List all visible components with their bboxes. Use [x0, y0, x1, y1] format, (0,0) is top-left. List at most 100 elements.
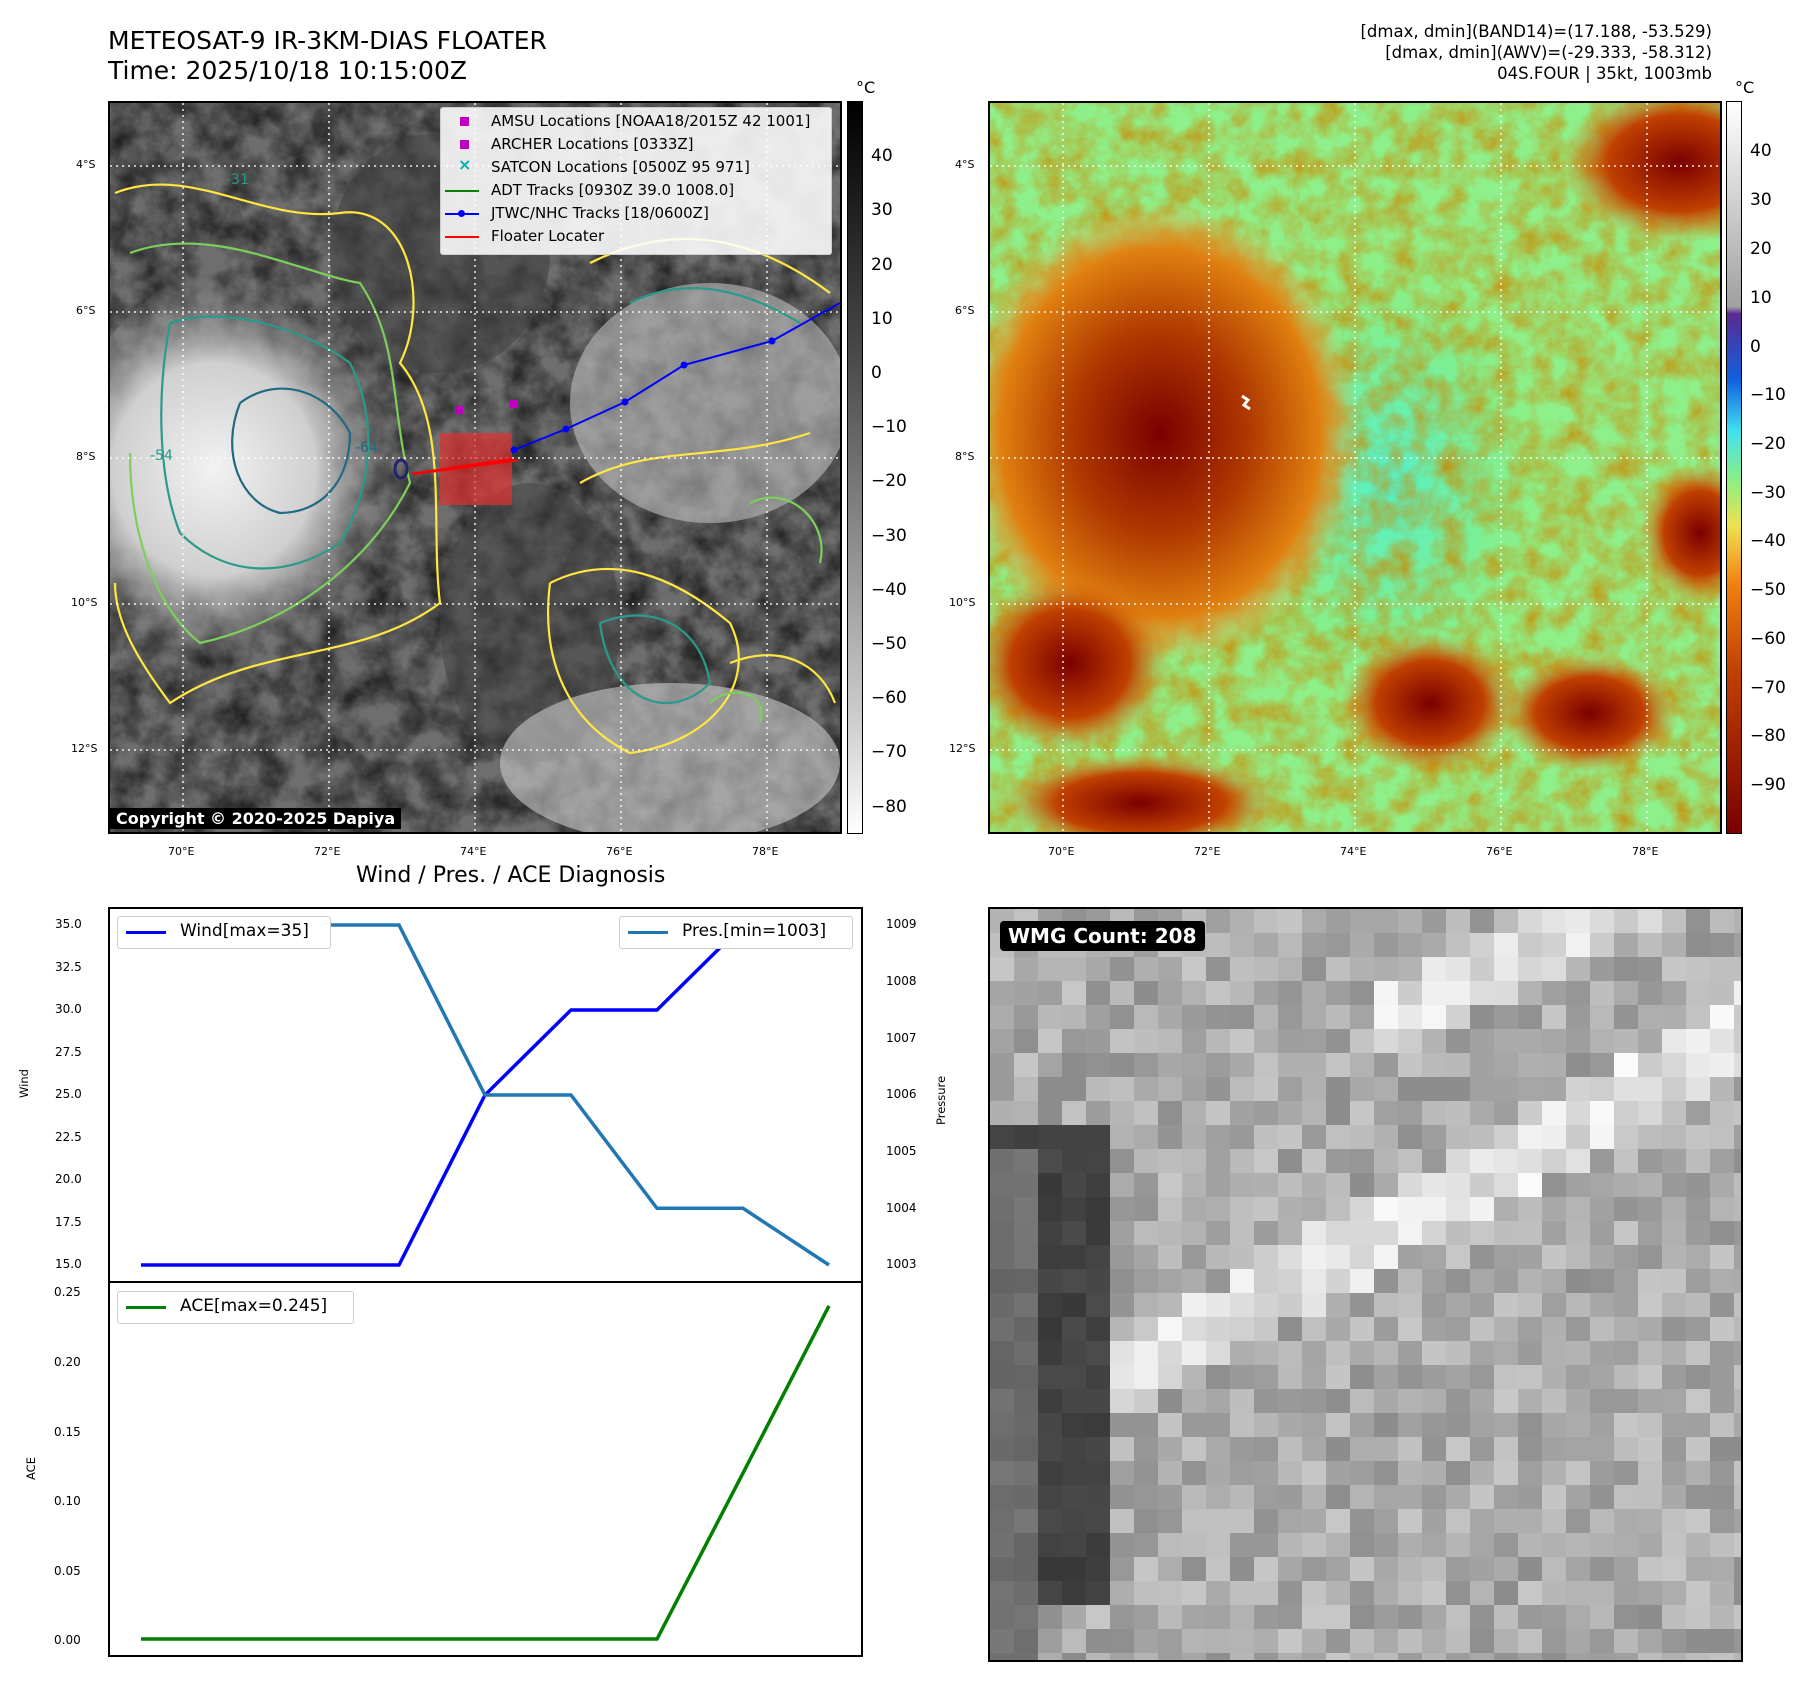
- lon-label: 72°E: [314, 845, 341, 858]
- lon-label: 76°E: [1486, 845, 1513, 858]
- wmg-count-badge: WMG Count: 208: [1000, 921, 1205, 951]
- lat-label: 10°S: [71, 596, 98, 609]
- pressure-series-line: [141, 923, 830, 1267]
- ace-ytick: 0.15: [54, 1425, 81, 1439]
- wind-ytick: 27.5: [55, 1045, 82, 1059]
- pressure-ytick: 1003: [886, 1257, 917, 1271]
- pressure-axis-label: Pressure: [934, 1075, 948, 1125]
- wind-ytick: 30.0: [55, 1002, 82, 1016]
- lat-label: 8°S: [76, 450, 96, 463]
- ace-legend: ACE[max=0.245]: [117, 1291, 354, 1324]
- lon-label: 74°E: [460, 845, 487, 858]
- colorbar-right-tick: −60: [1750, 629, 1786, 649]
- colorbar-right-tick: −90: [1750, 775, 1786, 795]
- colorbar-right-tick: 0: [1750, 337, 1761, 357]
- colorbar-right-tick: 10: [1750, 288, 1772, 308]
- dmax-awv: [dmax, dmin](AWV)=(-29.333, -58.312): [1385, 43, 1712, 62]
- wind-ytick: 25.0: [55, 1087, 82, 1101]
- colorbar-right-tick: −50: [1750, 580, 1786, 600]
- colorbar-right-tick: 30: [1750, 190, 1772, 210]
- colorbar-left-tick: −20: [871, 471, 907, 491]
- wind-axis-label: Wind: [17, 1069, 31, 1098]
- colorbar-right-tick: −10: [1750, 385, 1786, 405]
- lon-label: 70°E: [1048, 845, 1075, 858]
- wind-ytick: 17.5: [55, 1215, 82, 1229]
- amsu-marker: [455, 406, 463, 414]
- colorbar-right-tick: −30: [1750, 483, 1786, 503]
- lat-label: 6°S: [955, 304, 975, 317]
- ace-series-line: [141, 1304, 831, 1641]
- line-marker-icon: [445, 190, 479, 192]
- title-line2: Time: 2025/10/18 10:15:00Z: [108, 56, 467, 85]
- colorbar-left-unit: °C: [856, 78, 876, 97]
- ace-ytick: 0.25: [54, 1285, 81, 1299]
- wind-ytick: 20.0: [55, 1172, 82, 1186]
- line-marker-icon: [445, 236, 479, 238]
- colorbar-left-tick: −30: [871, 526, 907, 546]
- colorbar-left-tick: −50: [871, 634, 907, 654]
- colorbar-right-tick: −80: [1750, 726, 1786, 746]
- lat-label: 12°S: [71, 742, 98, 755]
- title-line1: METEOSAT-9 IR-3KM-DIAS FLOATER: [108, 26, 547, 55]
- lon-label: 78°E: [1632, 845, 1659, 858]
- colorbar-left-tick: −70: [871, 742, 907, 762]
- contour-label-2: -64: [355, 440, 378, 456]
- lat-label: 12°S: [949, 742, 976, 755]
- pressure-legend: Pres.[min=1003]: [619, 916, 853, 949]
- wind-line-icon: [126, 931, 166, 934]
- pressure-ytick: 1009: [886, 917, 917, 931]
- dmax-band14: [dmax, dmin](BAND14)=(17.188, -53.529): [1360, 22, 1712, 41]
- colorbar-right-tick: −20: [1750, 434, 1786, 454]
- wmg-image: [990, 909, 1741, 1660]
- colorbar-right-tick: 40: [1750, 141, 1772, 161]
- colorbar-left-tick: 20: [871, 255, 893, 275]
- wind-pressure-plot: [141, 923, 830, 1267]
- lat-label: 6°S: [76, 304, 96, 317]
- pressure-ytick: 1007: [886, 1031, 917, 1045]
- lon-label: 70°E: [168, 845, 195, 858]
- ace-line-icon: [126, 1306, 166, 1309]
- ace-plot: [141, 1304, 831, 1641]
- colorbar-right-tick: −70: [1750, 678, 1786, 698]
- copyright-badge: Copyright © 2020-2025 Dapiya: [110, 808, 402, 829]
- contour-label-3: -54: [150, 448, 173, 464]
- colorbar-left-tick: −60: [871, 688, 907, 708]
- colorbar-left: [847, 101, 863, 834]
- lat-label: 4°S: [76, 158, 96, 171]
- wmg-panel: [988, 907, 1743, 1662]
- ace-ytick: 0.00: [54, 1633, 81, 1647]
- colorbar-left-tick: 0: [871, 363, 882, 383]
- wind-pressure-chart: [108, 907, 863, 1283]
- pressure-ytick: 1004: [886, 1201, 917, 1215]
- pressure-line-icon: [628, 931, 668, 934]
- ace-chart: [108, 1281, 863, 1657]
- awv-map-image: [990, 103, 1720, 832]
- wind-ytick: 35.0: [55, 917, 82, 931]
- colorbar-left-tick: −40: [871, 580, 907, 600]
- pressure-ytick: 1008: [886, 974, 917, 988]
- ace-ytick: 0.05: [54, 1564, 81, 1578]
- diagnosis-title: Wind / Pres. / ACE Diagnosis: [356, 863, 666, 888]
- colorbar-left-tick: 10: [871, 309, 893, 329]
- ace-ytick: 0.10: [54, 1494, 81, 1508]
- lon-label: 76°E: [606, 845, 633, 858]
- wind-ytick: 15.0: [55, 1257, 82, 1271]
- colorbar-right-tick: 20: [1750, 239, 1772, 259]
- square-marker-icon: [460, 117, 469, 126]
- lat-label: 4°S: [955, 158, 975, 171]
- awv-map-panel: [988, 101, 1722, 834]
- ace-ytick: 0.20: [54, 1355, 81, 1369]
- pressure-ytick: 1005: [886, 1144, 917, 1158]
- colorbar-left-tick: −80: [871, 797, 907, 817]
- colorbar-right: [1726, 101, 1742, 834]
- archer-marker: [510, 400, 518, 408]
- colorbar-left-tick: −10: [871, 417, 907, 437]
- x-marker-icon: ×: [458, 155, 472, 174]
- lon-label: 78°E: [752, 845, 779, 858]
- wind-ytick: 22.5: [55, 1130, 82, 1144]
- lat-label: 10°S: [949, 596, 976, 609]
- colorbar-left-tick: 40: [871, 146, 893, 166]
- contour-label-1: -31: [226, 172, 249, 188]
- colorbar-left-tick: 30: [871, 200, 893, 220]
- wind-ytick: 32.5: [55, 960, 82, 974]
